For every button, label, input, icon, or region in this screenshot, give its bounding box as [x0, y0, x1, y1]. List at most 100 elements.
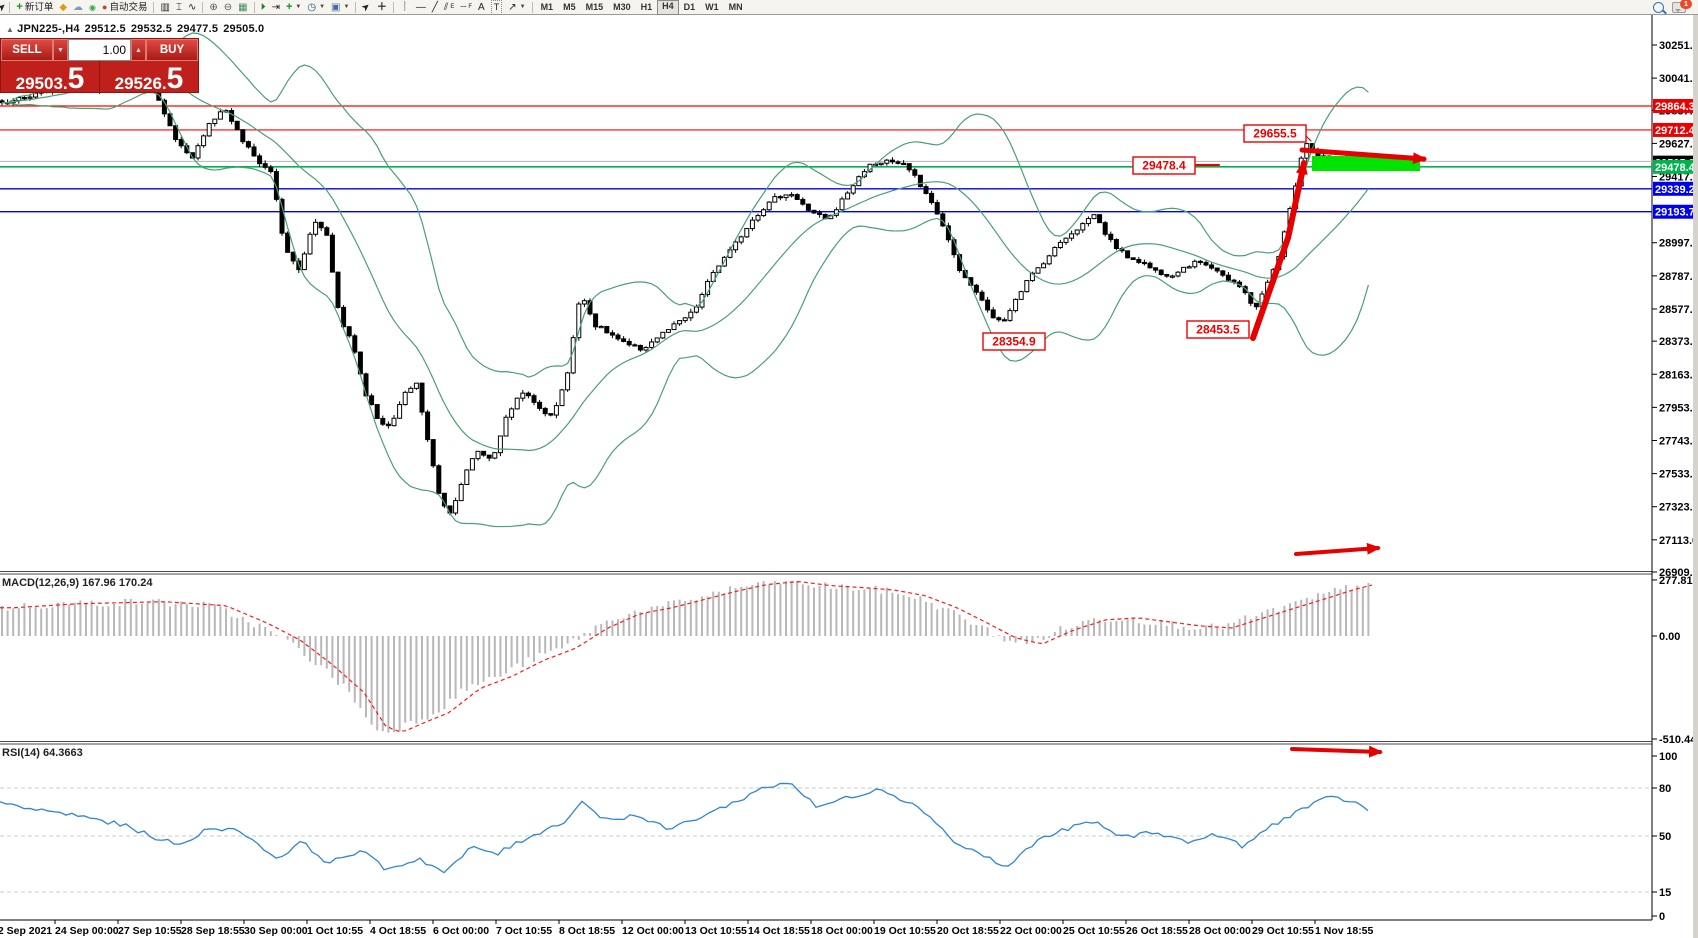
svg-text:29417.0: 29417.0 — [1659, 172, 1698, 184]
crosshair-icon[interactable]: ＋ — [376, 1, 387, 13]
chat-icon[interactable]: 1 — [1672, 0, 1692, 13]
svg-text:27743.0: 27743.0 — [1659, 435, 1698, 447]
highlight-zone[interactable] — [1312, 156, 1420, 171]
new-order-button[interactable]: + 新订单 — [13, 1, 56, 14]
tab-h1[interactable]: H1 — [640, 1, 653, 12]
volume-increase-button[interactable]: ▲ — [131, 39, 146, 61]
macd-signal-value: 170.24 — [118, 577, 153, 589]
arrows-tool-icon[interactable]: ↗ ▼ — [508, 1, 526, 13]
zoom-out-icon[interactable]: ⊖ — [223, 1, 233, 13]
ask-price[interactable]: 29526. 5 — [99, 61, 198, 94]
svg-text:4 Oct 18:55: 4 Oct 18:55 — [370, 925, 426, 937]
indicators-button[interactable]: + ▼ — [285, 0, 302, 13]
search-icon[interactable] — [1653, 1, 1664, 13]
tab-m5[interactable]: M5 — [563, 1, 576, 12]
annotation-arrows[interactable] — [1195, 132, 1427, 758]
svg-text:6 Oct 00:00: 6 Oct 00:00 — [433, 925, 489, 937]
toolbar-separator — [202, 1, 204, 13]
buy-button[interactable]: BUY — [146, 39, 198, 61]
tile-windows-icon[interactable]: ▦ — [238, 1, 248, 13]
templates-button[interactable]: ▣ ▼ — [331, 1, 350, 13]
tab-w1[interactable]: W1 — [705, 1, 719, 12]
svg-text:27533.0: 27533.0 — [1659, 469, 1698, 481]
macd-name: MACD(12,26,9) — [2, 577, 80, 589]
line-chart-mode-icon[interactable]: ∿ — [187, 1, 197, 13]
price-axis: 30251.030041.029837.029627.029417.028997… — [1652, 40, 1698, 579]
rsi-name: RSI(14) — [2, 747, 40, 759]
bid-price[interactable]: 29503. 5 — [1, 61, 99, 94]
ask-dot: . — [161, 74, 167, 93]
svg-text:26909.0: 26909.0 — [1659, 567, 1698, 579]
annotation-labels[interactable]: 29655.5 29478.4 28453.5 28354.9 — [982, 124, 1307, 351]
one-click-trade-panel: SELL ▼ ▲ BUY 29503.5 29526.5 — [0, 38, 199, 94]
svg-text:14 Oct 18:55: 14 Oct 18:55 — [748, 925, 810, 937]
tab-mn[interactable]: MN — [728, 1, 743, 12]
bid-dot: . — [62, 74, 68, 93]
macd-value: 167.96 — [82, 577, 116, 589]
macd-pane — [0, 581, 1373, 733]
pointer-cursor-icon[interactable]: ➤ — [0, 0, 9, 14]
svg-text:24 Sep 00:00: 24 Sep 00:00 — [55, 925, 119, 937]
toolbar-separator — [253, 1, 255, 13]
svg-text:25 Oct 10:55: 25 Oct 10:55 — [1063, 925, 1125, 937]
svg-text:29339.2: 29339.2 — [1655, 184, 1695, 196]
svg-text:0.00: 0.00 — [1659, 631, 1680, 643]
signal-icon[interactable]: ◉ — [89, 2, 97, 12]
symbol-period: JPN225-,H4 — [17, 23, 80, 35]
ask-main-digits: 29526 — [114, 74, 162, 93]
svg-text:18 Oct 00:00: 18 Oct 00:00 — [811, 925, 873, 937]
zoom-in-icon[interactable]: ⊕ — [209, 1, 218, 13]
svg-text:1 Oct 10:55: 1 Oct 10:55 — [307, 925, 363, 937]
auto-trading-button[interactable]: ● 自动交易 — [99, 1, 150, 14]
toolbar-separator — [9, 1, 11, 13]
svg-text:29712.4: 29712.4 — [1655, 125, 1696, 137]
svg-text:26 Oct 18:55: 26 Oct 18:55 — [1126, 925, 1188, 937]
tab-d1[interactable]: D1 — [683, 1, 696, 12]
toolbar-separator — [355, 1, 357, 13]
svg-text:-510.44: -510.44 — [1659, 734, 1697, 746]
channel-tool-icon[interactable]: ⫽ E — [443, 1, 455, 13]
vertical-line-tool-icon[interactable]: ｜ — [399, 1, 410, 13]
window-scrollbar[interactable] — [1693, 15, 1698, 938]
ohlc-open: 29512.5 — [84, 23, 126, 35]
auto-scroll-icon[interactable]: ⏵ — [260, 1, 266, 13]
svg-text:29193.7: 29193.7 — [1655, 207, 1695, 219]
svg-text:28 Sep 18:55: 28 Sep 18:55 — [181, 925, 245, 937]
ohlc-low: 29477.5 — [177, 23, 219, 35]
svg-text:28354.9: 28354.9 — [992, 335, 1036, 349]
tab-h4[interactable]: H4 — [657, 0, 679, 15]
sell-button[interactable]: SELL — [1, 39, 53, 61]
tab-m15[interactable]: M15 — [585, 1, 604, 12]
chart-ohlc-header: ▲ JPN225-,H4 29512.5 29532.5 29477.5 29505.0 — [6, 23, 269, 35]
horizontal-line-tool-icon[interactable]: — — [415, 1, 426, 13]
volume-input[interactable] — [68, 39, 131, 61]
svg-text:22 Sep 2021: 22 Sep 2021 — [0, 925, 52, 937]
bar-chart-mode-icon[interactable]: ▥ — [160, 1, 170, 13]
svg-text:13 Oct 10:55: 13 Oct 10:55 — [685, 925, 747, 937]
svg-text:29627.0: 29627.0 — [1659, 138, 1698, 150]
fibonacci-tool-icon[interactable]: ┈ F — [460, 1, 473, 13]
svg-text:0: 0 — [1659, 911, 1665, 923]
market-watch-icon[interactable]: ◆ — [59, 1, 68, 13]
bid-big-digit: 5 — [67, 62, 85, 96]
chart-shift-icon[interactable]: ⇥ — [271, 1, 280, 13]
text-tool-icon[interactable]: A — [478, 1, 485, 13]
label-tool-icon[interactable]: T — [488, 0, 506, 15]
periods-button[interactable]: ◷ ▼ — [307, 1, 326, 13]
tab-m1[interactable]: M1 — [540, 1, 554, 12]
cloud-icon[interactable]: ☁ — [73, 1, 84, 13]
notification-badge: 1 — [1680, 0, 1692, 9]
candlestick-mode-icon[interactable]: ⌶ — [175, 1, 182, 13]
svg-text:22 Oct 00:00: 22 Oct 00:00 — [1000, 925, 1062, 937]
tab-m30[interactable]: M30 — [613, 1, 631, 12]
ohlc-high: 29532.5 — [130, 23, 173, 35]
toolbar-separator — [392, 1, 394, 13]
svg-text:15: 15 — [1659, 887, 1671, 899]
svg-text:80: 80 — [1659, 783, 1671, 795]
volume-decrease-button[interactable]: ▼ — [53, 39, 68, 61]
trendline-tool-icon[interactable]: ╱ — [431, 1, 438, 13]
svg-text:7 Oct 10:55: 7 Oct 10:55 — [496, 925, 552, 937]
